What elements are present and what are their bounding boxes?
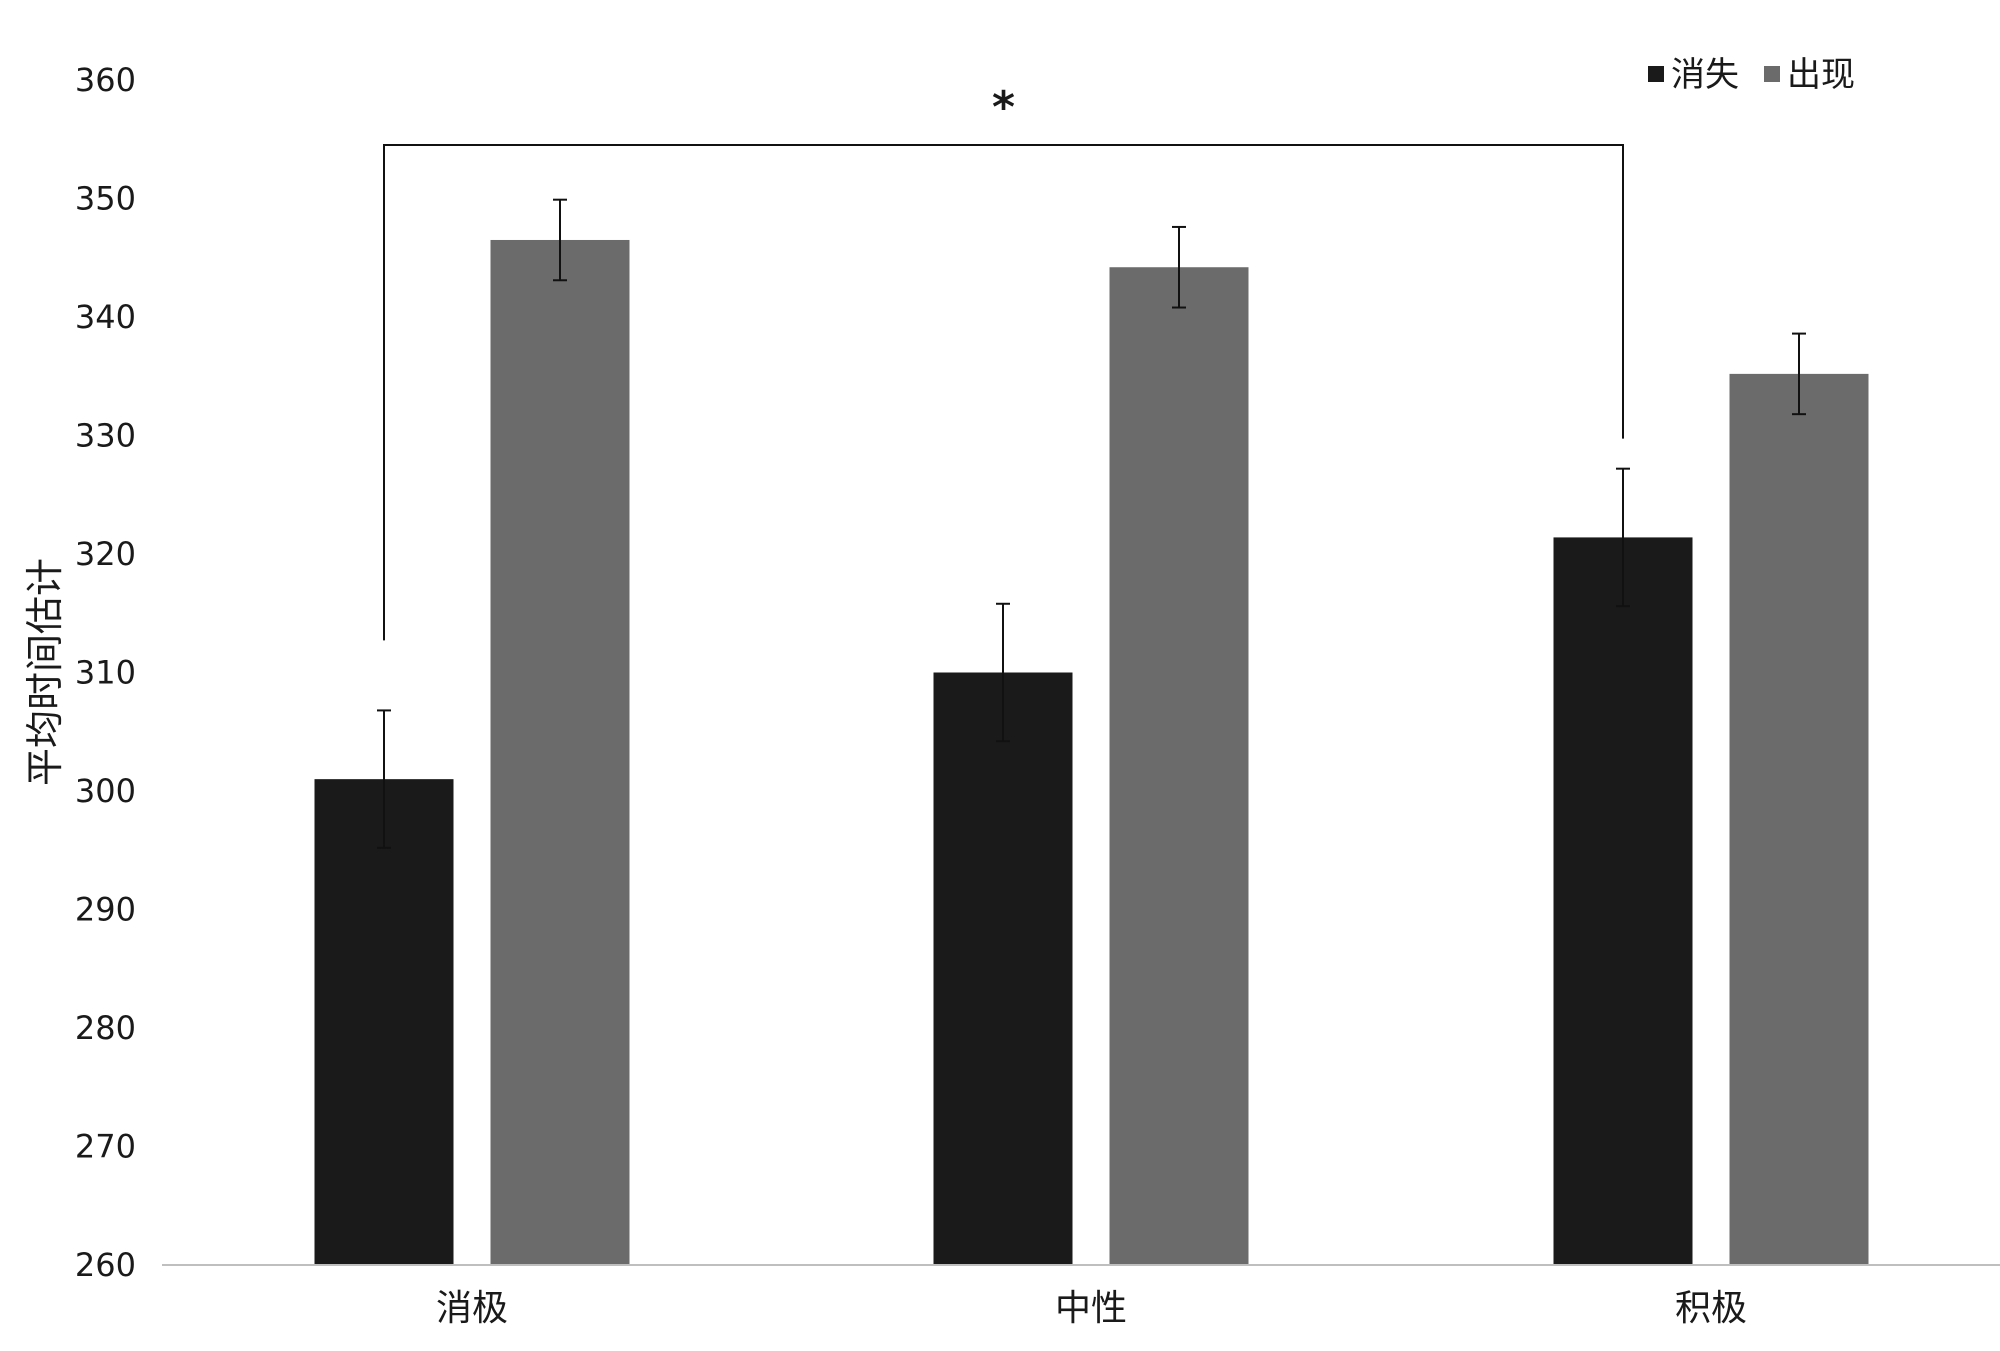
significance-label: *: [992, 82, 1015, 133]
x-tick-label: 积极: [1675, 1288, 1747, 1329]
error-bar: [553, 198, 567, 282]
y-tick-label: 330: [75, 417, 136, 455]
bar-消失-中性: [933, 672, 1073, 1265]
axes-layer: 260 270 280 290 300 310 320 330 340 350 360 消极 中性 积极: [75, 61, 2000, 1329]
bars-layer: [314, 239, 1869, 1266]
error-bar: [1616, 467, 1630, 608]
y-tick-label: 290: [75, 891, 136, 929]
legend-item-消失: 消失: [1648, 55, 1739, 95]
error-bar: [1792, 332, 1806, 416]
y-tick-label: 340: [75, 298, 136, 336]
bar-消失-积极: [1553, 537, 1693, 1265]
y-tick-label: 260: [75, 1246, 136, 1284]
significance-bracket: *: [383, 82, 1624, 641]
x-tick-label: 消极: [436, 1288, 508, 1329]
y-axis-label: 平均时间估计: [23, 558, 67, 786]
annotation-layer: *: [383, 82, 1624, 641]
y-tick-label: 350: [75, 180, 136, 218]
error-bar: [1172, 225, 1186, 309]
bar-出现-消极: [490, 239, 630, 1266]
bar-出现-积极: [1729, 373, 1869, 1265]
legend-label: 出现: [1787, 55, 1855, 95]
y-tick-label: 280: [75, 1009, 136, 1047]
legend: 消失 出现: [1648, 55, 1855, 95]
legend-swatch: [1764, 66, 1780, 82]
y-tick-label: 270: [75, 1128, 136, 1166]
error-bar: [377, 709, 391, 849]
legend-swatch: [1648, 66, 1664, 82]
bar-消失-消极: [314, 779, 454, 1265]
legend-label: 消失: [1671, 55, 1739, 95]
bar-出现-中性: [1109, 267, 1249, 1266]
error-bar: [996, 602, 1010, 743]
y-tick-label: 310: [75, 654, 136, 692]
error-bars-layer: [377, 198, 1806, 849]
legend-item-出现: 出现: [1764, 55, 1855, 95]
y-tick-label: 320: [75, 535, 136, 573]
x-tick-label: 中性: [1055, 1288, 1127, 1329]
y-tick-label: 360: [75, 61, 136, 99]
y-tick-label: 300: [75, 772, 136, 810]
